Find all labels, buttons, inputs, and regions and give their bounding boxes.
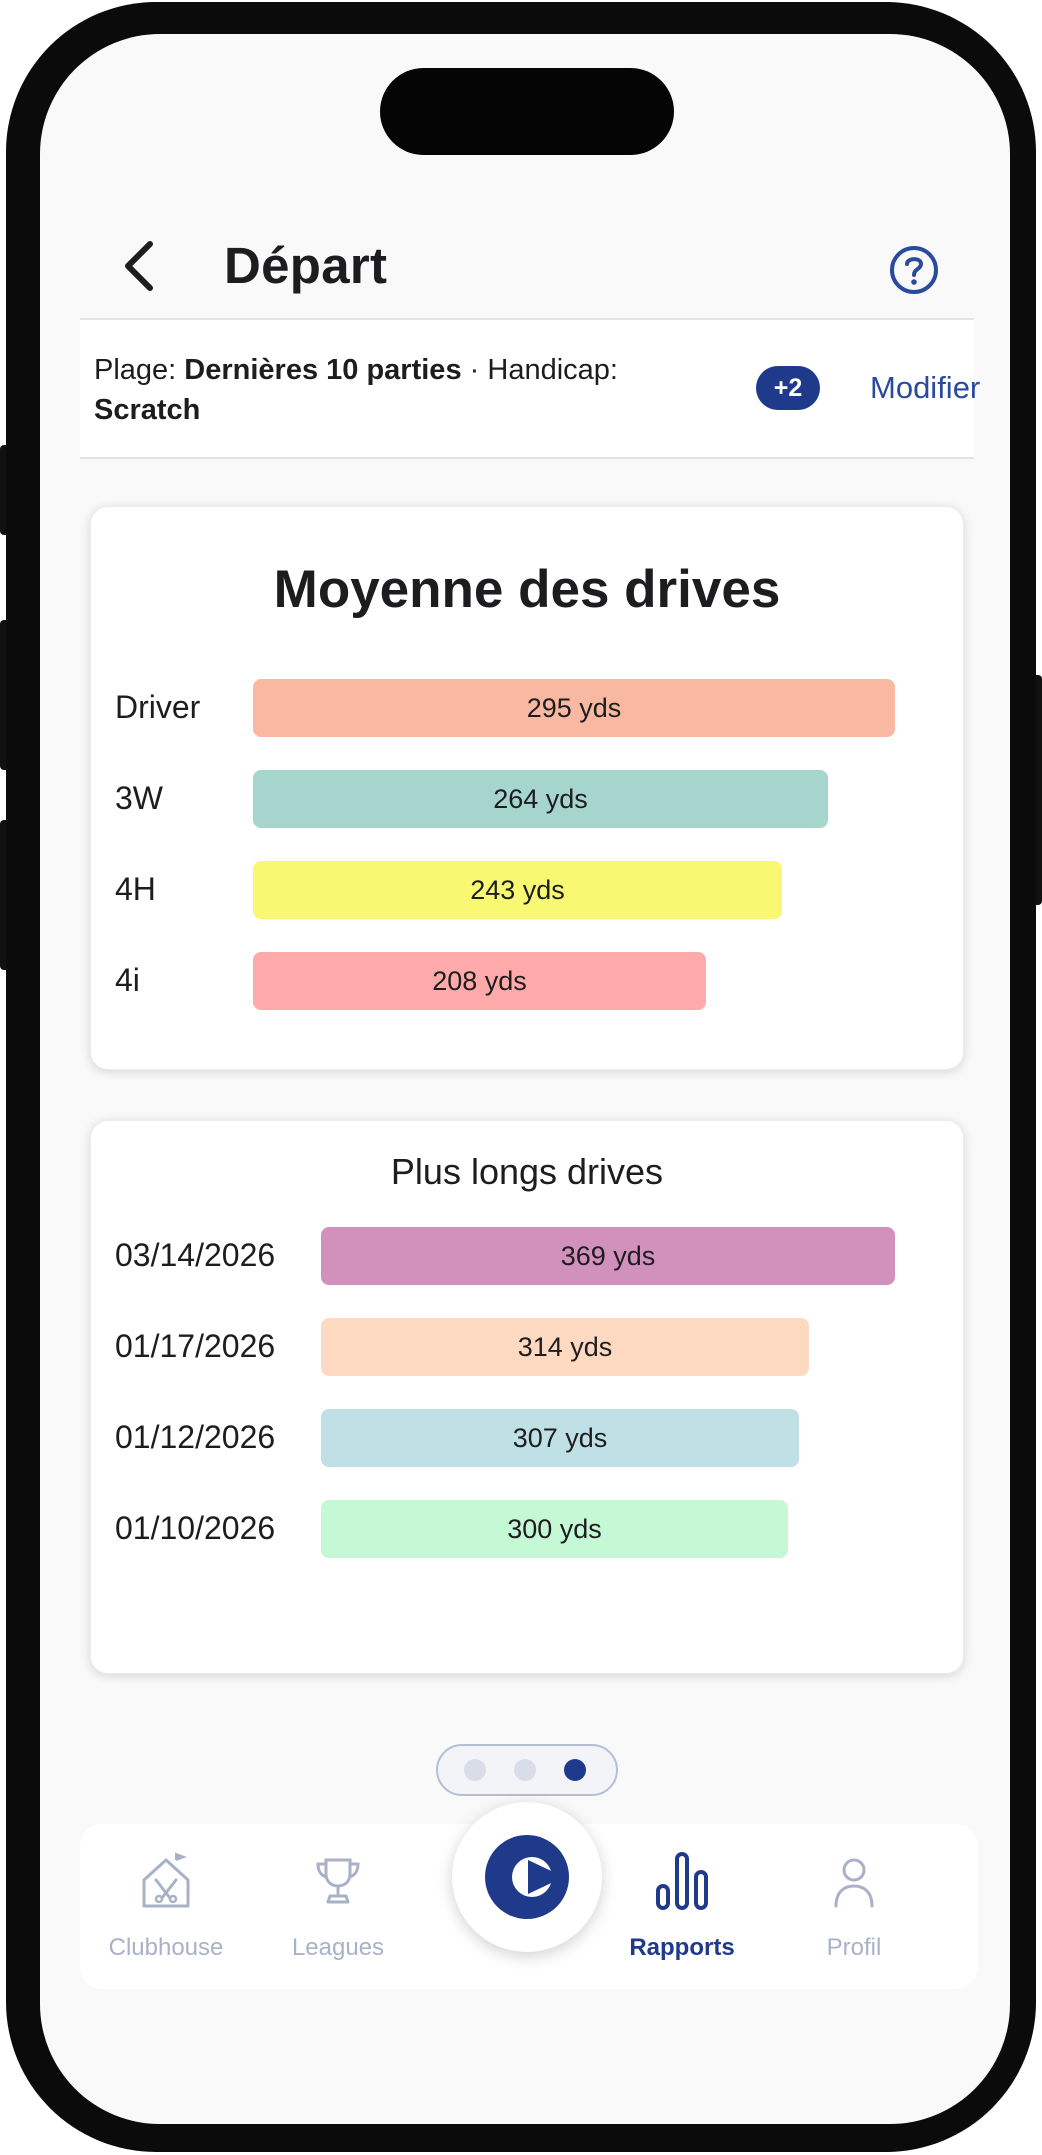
side-button-silent xyxy=(0,445,10,535)
bar-label: 01/17/2026 xyxy=(115,1328,276,1364)
tab-profile[interactable]: Profil xyxy=(774,1824,934,1989)
range-value: Dernières 10 parties xyxy=(184,354,462,386)
average-drives-title: Moyenne des drives xyxy=(273,560,781,619)
handicap-value: Scratch xyxy=(94,394,201,426)
bar-value-label: 264 yds xyxy=(493,784,588,814)
tab-clubhouse[interactable]: Clubhouse xyxy=(86,1824,246,1989)
bar: 264 yds xyxy=(253,770,828,828)
page-dot[interactable] xyxy=(514,1759,536,1781)
modify-link[interactable]: Modifier xyxy=(870,370,981,405)
filter-summary: Plage: Dernières 10 parties · Handicap: … xyxy=(94,350,674,430)
bar-value-label: 300 yds xyxy=(507,1514,602,1544)
bar-value-label: 369 yds xyxy=(560,1241,656,1271)
bar: 295 yds xyxy=(253,679,895,737)
tab-label: Clubhouse xyxy=(108,1934,224,1961)
separator: · xyxy=(469,354,480,386)
side-button-volume-down xyxy=(0,820,10,970)
average-drives-card: Moyenne des drives Driver 295 yds 3W 264 yd… xyxy=(90,506,964,1070)
chevron-left-icon xyxy=(125,241,153,291)
bar: 307 yds xyxy=(321,1409,799,1467)
handicap-label: Handicap: xyxy=(487,354,618,386)
bar-value-label: 243 yds xyxy=(470,875,565,905)
page-dot[interactable] xyxy=(464,1759,486,1781)
longest-drives-card: Plus longs drives 03/14/2026 369 yds 01/17… xyxy=(90,1120,964,1674)
bar: 300 yds xyxy=(321,1500,788,1558)
app-logo-icon xyxy=(485,1835,569,1919)
tab-label: Leagues xyxy=(291,1934,385,1961)
bar-label: 03/14/2026 xyxy=(115,1237,276,1273)
side-button-power xyxy=(1032,675,1042,905)
tab-leagues[interactable]: Leagues xyxy=(258,1824,418,1989)
tab-reports[interactable]: Rapports xyxy=(602,1824,762,1989)
bar-value-label: 307 yds xyxy=(512,1423,608,1453)
filter-bar: Plage: Dernières 10 parties · Handicap: … xyxy=(80,318,980,459)
handicap-badge: +2 xyxy=(756,366,820,410)
dynamic-island xyxy=(380,68,674,155)
bar: 243 yds xyxy=(253,861,782,919)
tab-label: Rapports xyxy=(629,1934,735,1961)
bar-label: 01/10/2026 xyxy=(115,1510,276,1546)
page-title: Départ xyxy=(224,237,388,294)
profile-icon xyxy=(834,1858,874,1908)
bar-value-label: 208 yds xyxy=(432,966,527,996)
bar-label: 4i xyxy=(115,962,140,998)
play-button[interactable] xyxy=(452,1802,602,1952)
bar-label: 01/12/2026 xyxy=(115,1419,276,1455)
bar-value-label: 295 yds xyxy=(526,693,622,723)
bar-label: Driver xyxy=(115,689,201,725)
side-button-volume-up xyxy=(0,620,10,770)
reports-icon xyxy=(656,1852,708,1910)
page-indicator[interactable] xyxy=(436,1744,618,1796)
screen: Départ Plage: Dernières 10 parties · Han… xyxy=(40,34,1010,2124)
phone-body: Départ Plage: Dernières 10 parties · Han… xyxy=(6,2,1036,2152)
bar: 314 yds xyxy=(321,1318,809,1376)
header: Départ xyxy=(40,184,1010,294)
back-button[interactable] xyxy=(112,236,172,296)
tab-label: Profil xyxy=(826,1934,882,1961)
bar-label: 4H xyxy=(115,871,156,907)
trophy-icon xyxy=(316,1858,360,1904)
bar: 208 yds xyxy=(253,952,706,1010)
bar-label: 3W xyxy=(115,780,163,816)
bar-value-label: 314 yds xyxy=(517,1332,613,1362)
help-button[interactable] xyxy=(888,244,940,296)
help-icon xyxy=(890,246,938,294)
longest-drives-title: Plus longs drives xyxy=(390,1151,664,1192)
range-label: Plage: xyxy=(94,354,177,386)
bar: 369 yds xyxy=(321,1227,895,1285)
page-dot[interactable] xyxy=(564,1759,586,1781)
clubhouse-icon xyxy=(142,1852,190,1908)
